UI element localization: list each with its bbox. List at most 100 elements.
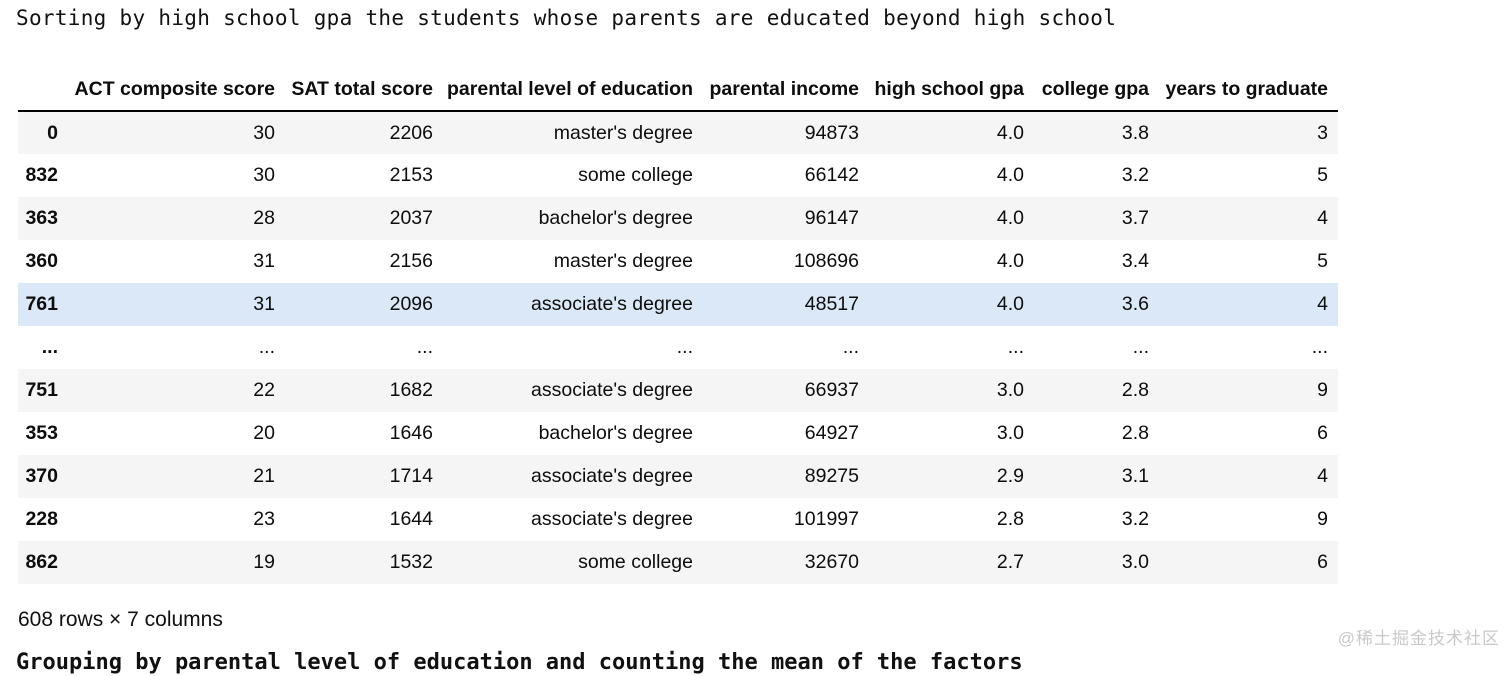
cell: ... xyxy=(1311,336,1328,358)
cell: 3.6 xyxy=(1121,293,1149,315)
cell: 101997 xyxy=(793,508,859,530)
cell: 4 xyxy=(1317,465,1328,487)
cell: 96147 xyxy=(804,207,859,229)
cell: 2206 xyxy=(389,121,433,144)
table-row: 360 31 2156 master's degree 108696 4.0 3.4 5 xyxy=(18,240,1338,283)
row-index: 228 xyxy=(25,508,58,530)
cell: 3.2 xyxy=(1121,164,1149,186)
cell: ... xyxy=(258,336,275,358)
row-index: ... xyxy=(41,336,58,358)
cell: 2.7 xyxy=(996,551,1024,573)
table-row: 761 31 2096 associate's degree 48517 4.0 3.6 4 xyxy=(18,283,1338,326)
row-index: 0 xyxy=(47,121,58,144)
table-row: 353 20 1646 bachelor's degree 64927 3.0 2.8 6 xyxy=(18,412,1338,455)
table-row: 370 21 1714 associate's degree 89275 2.9 3.1 4 xyxy=(18,455,1338,498)
cell: 4 xyxy=(1317,207,1328,229)
row-index: 360 xyxy=(25,250,58,272)
cell: 20 xyxy=(253,422,275,444)
cell: 3.7 xyxy=(1121,207,1149,229)
cell: 2037 xyxy=(389,207,433,229)
header-row: ACT composite score SAT total score parent… xyxy=(18,72,1338,112)
table-row: 832 30 2153 some college 66142 4.0 3.2 5 xyxy=(18,154,1338,197)
cell: 5 xyxy=(1317,250,1328,272)
table-row: ........................ xyxy=(18,326,1338,369)
row-index: 370 xyxy=(25,465,58,487)
cell: 2156 xyxy=(389,250,433,272)
cell: ... xyxy=(676,336,693,358)
cell: 30 xyxy=(253,164,275,186)
cell: 6 xyxy=(1317,422,1328,444)
cell: 30 xyxy=(253,121,275,144)
cell: 3.0 xyxy=(996,379,1024,401)
cell: 9 xyxy=(1317,508,1328,530)
cell: 4.0 xyxy=(996,250,1024,272)
cell: 1646 xyxy=(389,422,433,444)
column-header: years to graduate xyxy=(1159,72,1338,112)
cell: 3.2 xyxy=(1121,508,1149,530)
cell: bachelor's degree xyxy=(538,422,693,444)
cell: 1644 xyxy=(389,508,433,530)
row-index: 353 xyxy=(25,422,58,444)
dataframe-shape-summary: 608 rows × 7 columns xyxy=(18,608,223,631)
cell: master's degree xyxy=(553,250,693,272)
cell: 1532 xyxy=(389,551,433,573)
cell: ... xyxy=(416,336,433,358)
cell: associate's degree xyxy=(531,508,693,530)
cell: associate's degree xyxy=(531,293,693,315)
cell: 108696 xyxy=(793,250,859,272)
cell: associate's degree xyxy=(531,379,693,401)
table-row: 751 22 1682 associate's degree 66937 3.0 2.8 9 xyxy=(18,369,1338,412)
dataframe-output: ACT composite score SAT total score parent… xyxy=(18,72,1338,584)
cell: 4.0 xyxy=(996,164,1024,186)
cell: ... xyxy=(1007,336,1024,358)
cell: some college xyxy=(578,164,693,186)
cell: bachelor's degree xyxy=(538,207,693,229)
column-header: SAT total score xyxy=(285,72,443,112)
cell: 66937 xyxy=(804,379,859,401)
column-header: high school gpa xyxy=(869,72,1034,112)
cell: 89275 xyxy=(804,465,859,487)
cell: 94873 xyxy=(804,121,859,144)
row-index: 363 xyxy=(25,207,58,229)
row-index: 751 xyxy=(25,379,58,401)
cell: ... xyxy=(842,336,859,358)
cell: 4.0 xyxy=(996,121,1024,144)
cell: ... xyxy=(1132,336,1149,358)
table-row: 862 19 1532 some college 32670 2.7 3.0 6 xyxy=(18,541,1338,584)
cell: 2.8 xyxy=(996,508,1024,530)
cell: 48517 xyxy=(804,293,859,315)
cell: 3.8 xyxy=(1121,121,1149,144)
cell: 2153 xyxy=(389,164,433,186)
row-index: 761 xyxy=(25,293,58,315)
cell: 64927 xyxy=(804,422,859,444)
cell: 19 xyxy=(253,551,275,573)
column-header: parental income xyxy=(703,72,869,112)
cell: 2096 xyxy=(389,293,433,315)
row-index: 862 xyxy=(25,551,58,573)
cell: 3.1 xyxy=(1121,465,1149,487)
cell: 23 xyxy=(253,508,275,530)
cell: 28 xyxy=(253,207,275,229)
cell: associate's degree xyxy=(531,465,693,487)
cell: 5 xyxy=(1317,164,1328,186)
clipped-next-code-line: Grouping by parental level of education … xyxy=(16,650,1023,675)
cell: 22 xyxy=(253,379,275,401)
cell: master's degree xyxy=(553,121,693,144)
notebook-code-line: Sorting by high school gpa the students … xyxy=(16,6,1117,30)
column-header xyxy=(18,72,68,112)
cell: 1682 xyxy=(389,379,433,401)
row-index: 832 xyxy=(25,164,58,186)
cell: 32670 xyxy=(804,551,859,573)
cell: 21 xyxy=(253,465,275,487)
table-row: 0 30 2206 master's degree 94873 4.0 3.8 3 xyxy=(18,111,1338,154)
cell: 4 xyxy=(1317,293,1328,315)
table-body: 0 30 2206 master's degree 94873 4.0 3.8 3 832 30 2… xyxy=(18,111,1338,584)
cell: 2.8 xyxy=(1121,422,1149,444)
dataframe-table: ACT composite score SAT total score parent… xyxy=(18,72,1338,584)
cell: 31 xyxy=(253,293,275,315)
table-row: 228 23 1644 associate's degree 101997 2.8 3.2 9 xyxy=(18,498,1338,541)
cell: 4.0 xyxy=(996,293,1024,315)
cell: 2.8 xyxy=(1121,379,1149,401)
cell: 31 xyxy=(253,250,275,272)
column-header: ACT composite score xyxy=(68,72,285,112)
